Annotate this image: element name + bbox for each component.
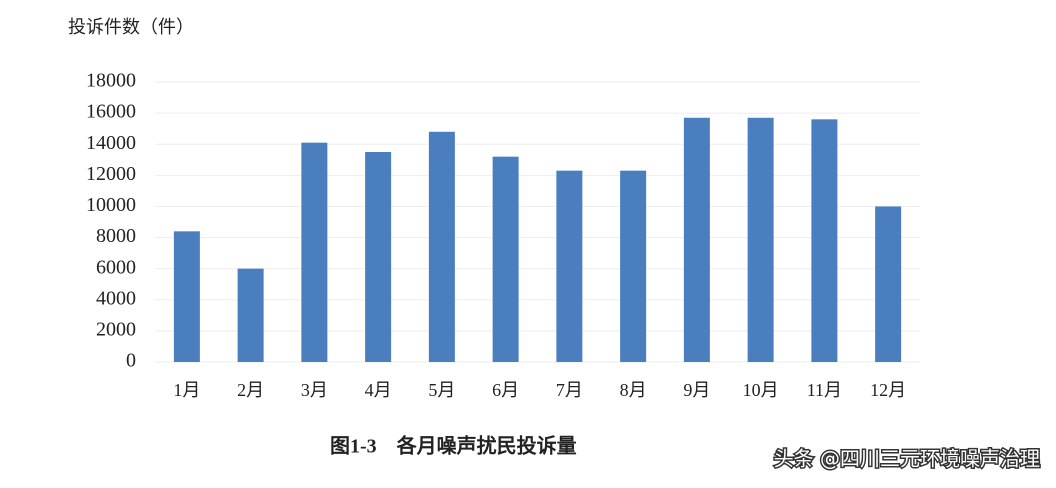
bar [683, 117, 710, 363]
bar [811, 119, 838, 362]
y-tick-label: 12000 [86, 163, 136, 185]
y-tick-label: 16000 [86, 101, 136, 123]
bar [556, 170, 583, 362]
x-tick-label: 5月 [428, 380, 455, 400]
x-tick-label: 4月 [365, 380, 392, 400]
x-tick-label: 8月 [620, 380, 647, 400]
bar [875, 206, 902, 362]
bar [492, 156, 519, 362]
watermark: 头条 @四川三元环境噪声治理 [774, 447, 1040, 471]
x-tick-label: 3月 [301, 380, 328, 400]
bar [301, 142, 328, 362]
y-tick-label: 2000 [96, 318, 136, 340]
bar [620, 170, 647, 362]
x-tick-label: 10月 [743, 380, 779, 400]
x-tick-label: 12月 [870, 380, 906, 400]
bar [173, 231, 200, 362]
y-tick-label: 6000 [96, 256, 136, 278]
x-tick-label: 9月 [683, 380, 710, 400]
bar [237, 268, 264, 362]
y-tick-label: 0 [126, 350, 136, 372]
y-tick-label: 4000 [96, 287, 136, 309]
caption: 图1-3 各月噪声扰民投诉量 [330, 434, 577, 458]
bar [747, 117, 774, 363]
x-tick-label: 11月 [807, 380, 842, 400]
y-tick-label: 8000 [96, 225, 136, 247]
y-tick-label: 10000 [86, 194, 136, 216]
x-tick-label: 1月 [173, 380, 200, 400]
y-tick-label: 14000 [86, 132, 136, 154]
bar [365, 152, 392, 362]
bar [428, 131, 455, 362]
y-axis-label: 投诉件数（件） [68, 17, 194, 38]
x-tick-label: 6月 [492, 380, 519, 400]
y-tick-label: 18000 [86, 70, 136, 92]
x-tick-label: 7月 [556, 380, 583, 400]
x-tick-label: 2月 [237, 380, 264, 400]
